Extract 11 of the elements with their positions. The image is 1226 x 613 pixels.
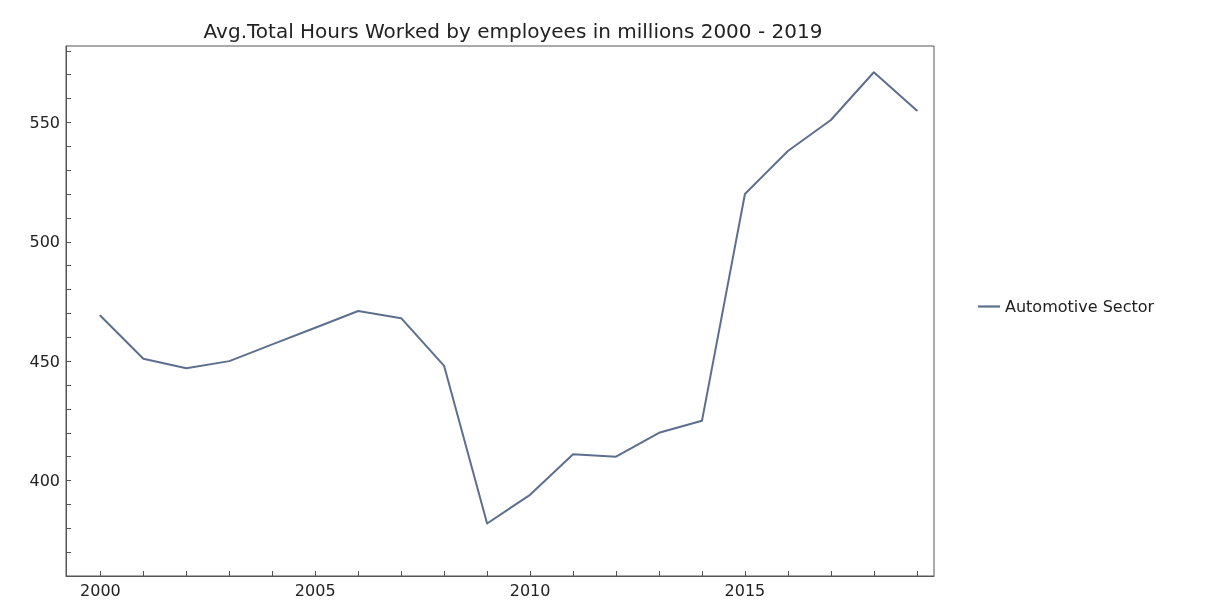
y-tick-label: 400 — [29, 471, 60, 490]
chart-title: Avg.Total Hours Worked by employees in millions 2000 - 2019 — [203, 19, 823, 43]
x-tick-label: 2000 — [80, 580, 121, 600]
y-tick-label: 500 — [29, 232, 60, 252]
x-tick-label: 2010 — [509, 580, 551, 600]
x-tick-label: 2005 — [294, 580, 336, 600]
legend-label: Automotive Sector — [1005, 297, 1155, 316]
y-tick-label: 550 — [29, 112, 60, 132]
y-tick-label: 450 — [29, 351, 60, 371]
line-series — [99, 71, 918, 525]
x-tick-label: 2015 — [724, 580, 766, 600]
